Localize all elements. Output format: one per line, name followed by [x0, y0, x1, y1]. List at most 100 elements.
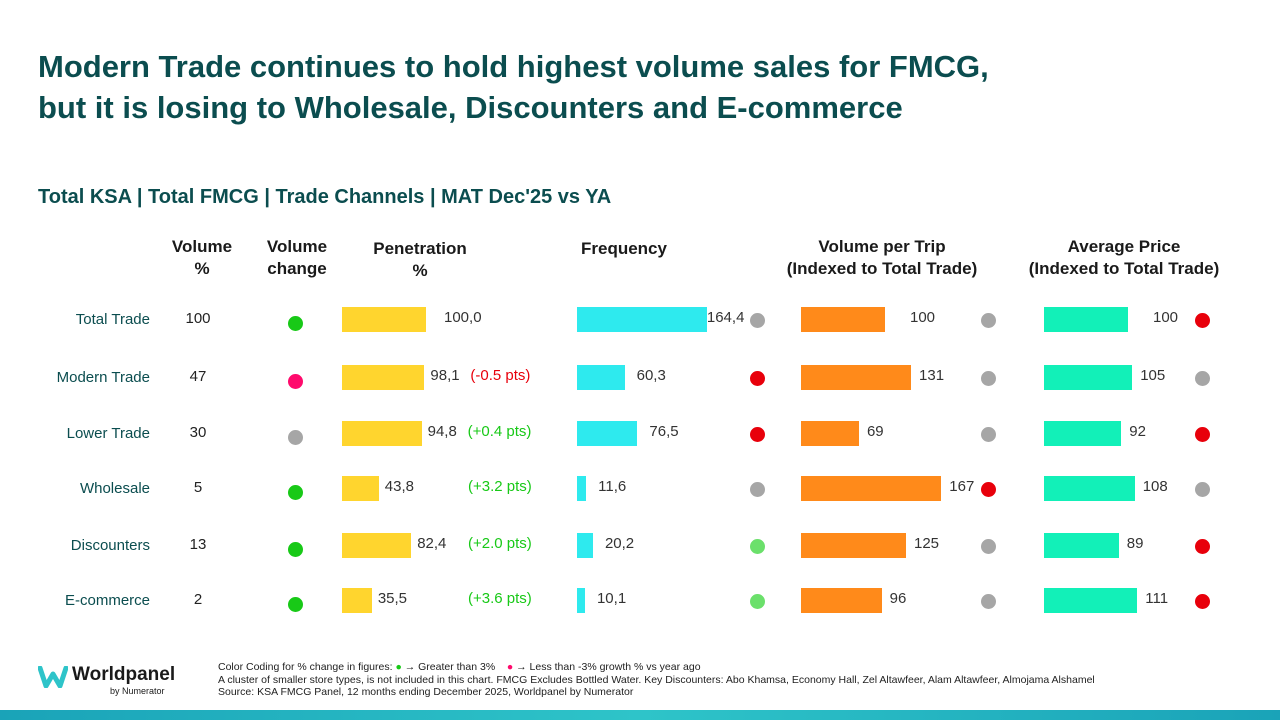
volume-change-dot	[288, 485, 303, 500]
header-vpt-line2: (Indexed to Total Trade)	[786, 259, 978, 278]
volume-per-trip-value: 167	[949, 478, 975, 495]
penetration-value: 98,1	[430, 367, 460, 384]
penetration-bar	[342, 365, 425, 390]
frequency-value: 76,5	[649, 423, 679, 440]
average-price-dot	[1195, 313, 1210, 328]
penetration-change: (+0.4 pts)	[467, 423, 532, 440]
volume-per-trip-bar	[801, 307, 885, 332]
header-penetration: Penetration %	[350, 238, 490, 282]
row-label: Modern Trade	[56, 369, 150, 386]
penetration-bar	[342, 533, 412, 558]
volume-per-trip-value: 131	[919, 367, 945, 384]
legend-green-dot: ●	[395, 661, 402, 673]
average-price-bar	[1044, 365, 1133, 390]
volume-per-trip-dot	[981, 427, 996, 442]
footnotes: Color Coding for % change in figures: ● …	[218, 661, 1095, 699]
logo-sub: by Numerator	[110, 686, 165, 696]
average-price-bar	[1044, 588, 1138, 613]
title-line-2: but it is losing to Wholesale, Discounte…	[38, 90, 903, 125]
volume-pct-value: 5	[193, 479, 203, 496]
penetration-bar	[342, 421, 422, 446]
header-volume-pct-line1: Volume	[171, 237, 233, 256]
volume-per-trip-value: 96	[889, 590, 907, 607]
frequency-bar	[577, 365, 625, 390]
frequency-dot	[750, 371, 765, 386]
volume-pct-value: 100	[185, 310, 211, 327]
header-volume-change-line1: Volume	[266, 237, 328, 256]
average-price-bar	[1044, 307, 1128, 332]
volume-per-trip-dot	[981, 371, 996, 386]
footnote-source: Source: KSA FMCG Panel, 12 months ending…	[218, 686, 634, 698]
average-price-bar	[1044, 476, 1135, 501]
frequency-bar	[577, 476, 587, 501]
frequency-bar	[577, 307, 707, 332]
penetration-value: 35,5	[377, 590, 408, 607]
volume-per-trip-dot	[981, 482, 996, 497]
average-price-bar	[1044, 533, 1119, 558]
frequency-bar	[577, 421, 638, 446]
row-label: Wholesale	[79, 480, 150, 497]
average-price-dot	[1195, 539, 1210, 554]
logo-name: Worldpanel	[72, 664, 176, 685]
volume-pct-value: 30	[189, 424, 207, 441]
header-volume-change-line2: change	[267, 259, 327, 278]
color-coding-legend: Color Coding for % change in figures: ● …	[218, 661, 1095, 674]
frequency-dot	[750, 539, 765, 554]
penetration-value: 94,8	[427, 423, 457, 440]
average-price-dot	[1195, 427, 1210, 442]
penetration-value: 100,0	[444, 309, 482, 326]
worldpanel-logo-icon	[38, 666, 68, 688]
header-frequency: Frequency	[581, 239, 667, 258]
legend-pink-dot: ●	[506, 661, 514, 673]
volume-per-trip-dot	[981, 539, 996, 554]
volume-change-dot	[288, 430, 303, 445]
color-coding-label: Color Coding for % change in figures:	[218, 661, 393, 673]
volume-per-trip-dot	[981, 594, 996, 609]
volume-per-trip-bar	[801, 476, 942, 501]
volume-per-trip-bar	[801, 588, 882, 613]
average-price-value: 89	[1126, 535, 1144, 552]
legend-less-label: → Less than -3% growth % vs year ago	[516, 661, 701, 673]
frequency-value: 164,4	[706, 309, 745, 326]
subtitle: Total KSA | Total FMCG | Trade Channels …	[38, 186, 612, 208]
frequency-dot	[750, 594, 765, 609]
bottom-color-strip	[0, 710, 1280, 720]
volume-pct-value: 47	[189, 368, 207, 385]
header-volume-change: Volume change	[256, 236, 338, 280]
frequency-bar	[577, 533, 593, 558]
header-penetration-line1: Penetration	[373, 239, 467, 258]
volume-change-dot	[288, 374, 303, 389]
volume-pct-value: 2	[193, 591, 203, 608]
header-avgprice-line2: (Indexed to Total Trade)	[1028, 259, 1220, 278]
volume-change-dot	[288, 597, 303, 612]
frequency-dot	[750, 313, 765, 328]
header-vpt-line1: Volume per Trip	[818, 237, 946, 256]
frequency-dot	[750, 427, 765, 442]
frequency-value: 10,1	[596, 590, 627, 607]
header-average-price: Average Price (Indexed to Total Trade)	[1008, 236, 1240, 280]
frequency-value: 60,3	[636, 367, 666, 384]
average-price-value: 92	[1129, 423, 1146, 440]
row-label: E-commerce	[64, 592, 150, 609]
volume-per-trip-bar	[801, 365, 912, 390]
volume-per-trip-bar	[801, 421, 859, 446]
volume-per-trip-bar	[801, 533, 906, 558]
frequency-dot	[750, 482, 765, 497]
header-volume-pct: Volume %	[162, 236, 242, 280]
average-price-bar	[1044, 421, 1122, 446]
average-price-value: 111	[1145, 590, 1169, 607]
row-label: Lower Trade	[66, 425, 150, 442]
header-volume-per-trip: Volume per Trip (Indexed to Total Trade)	[766, 236, 998, 280]
header-avgprice-line1: Average Price	[1067, 237, 1181, 256]
average-price-value: 105	[1140, 367, 1166, 384]
average-price-dot	[1195, 371, 1210, 386]
header-penetration-line2: %	[412, 261, 428, 280]
volume-per-trip-value: 69	[866, 423, 884, 440]
row-label: Total Trade	[75, 311, 150, 328]
penetration-bar	[342, 476, 379, 501]
volume-per-trip-value: 100	[910, 309, 936, 326]
penetration-bar	[342, 588, 372, 613]
average-price-value: 108	[1142, 478, 1168, 495]
title-line-1: Modern Trade continues to hold highest v…	[38, 49, 989, 84]
penetration-value: 43,8	[384, 478, 414, 495]
